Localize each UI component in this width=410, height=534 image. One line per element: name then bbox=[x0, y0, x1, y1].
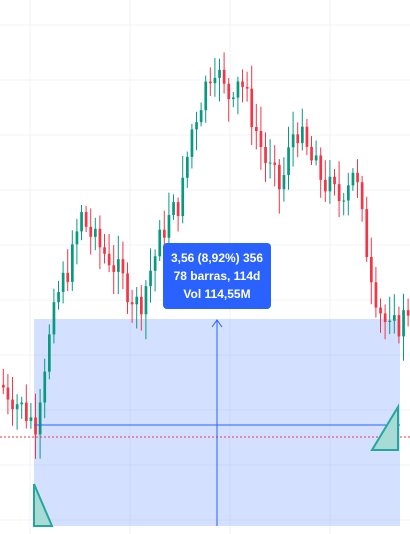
candle-down bbox=[227, 83, 231, 100]
candle-down bbox=[273, 162, 277, 165]
candle-down bbox=[34, 417, 37, 435]
candle-down bbox=[305, 126, 309, 147]
candle-up bbox=[268, 162, 272, 164]
candle-up bbox=[61, 272, 65, 292]
candle-down bbox=[25, 402, 28, 421]
candle-up bbox=[199, 110, 203, 123]
candle-up bbox=[135, 296, 139, 305]
candle-up bbox=[149, 270, 152, 287]
candle-down bbox=[264, 147, 267, 164]
candle-up bbox=[29, 417, 33, 421]
candle-down bbox=[406, 310, 410, 316]
candle-down bbox=[333, 176, 336, 185]
candle-down bbox=[310, 146, 313, 161]
candle-up bbox=[15, 404, 19, 410]
candle-up bbox=[20, 402, 24, 405]
candle-up bbox=[388, 320, 392, 322]
candle-down bbox=[397, 315, 401, 337]
candle-up bbox=[291, 134, 295, 148]
measure-tooltip: 3,56 (8,92%) 356 78 barras, 114d Vol 114… bbox=[163, 243, 271, 309]
right-handle-icon[interactable] bbox=[370, 403, 399, 451]
candle-up bbox=[57, 291, 60, 303]
candle-up bbox=[80, 212, 83, 232]
candle-down bbox=[176, 202, 180, 217]
candle-down bbox=[6, 387, 10, 400]
candle-down bbox=[365, 209, 369, 258]
candle-up bbox=[402, 310, 405, 337]
candle-up bbox=[301, 126, 304, 144]
candle-down bbox=[209, 81, 212, 84]
candle-down bbox=[222, 69, 226, 84]
candle-down bbox=[84, 212, 88, 227]
candle-down bbox=[245, 86, 249, 89]
candle-up bbox=[195, 122, 198, 130]
candle-up bbox=[218, 69, 221, 78]
candle-up bbox=[43, 371, 47, 403]
candles bbox=[2, 52, 410, 459]
candle-down bbox=[98, 228, 102, 248]
candle-up bbox=[393, 315, 396, 321]
candle-up bbox=[342, 200, 346, 202]
candle-down bbox=[250, 88, 254, 128]
candle-down bbox=[163, 229, 166, 238]
candle-down bbox=[374, 282, 378, 308]
candle-up bbox=[52, 302, 56, 335]
measure-change-label: 3,56 (8,92%) 356 bbox=[170, 250, 264, 265]
candle-up bbox=[190, 129, 194, 157]
candle-up bbox=[351, 172, 355, 186]
candle-down bbox=[241, 81, 244, 87]
candle-up bbox=[75, 231, 79, 245]
candle-down bbox=[103, 247, 106, 254]
candle-up bbox=[347, 185, 350, 201]
candle-down bbox=[126, 273, 129, 303]
candle-down bbox=[383, 313, 387, 322]
candle-up bbox=[314, 155, 318, 161]
candle-up bbox=[287, 147, 290, 176]
candle-down bbox=[360, 182, 364, 210]
candle-up bbox=[117, 259, 120, 272]
candle-down bbox=[255, 127, 258, 132]
candle-up bbox=[204, 81, 208, 111]
candle-down bbox=[107, 253, 111, 266]
candle-up bbox=[232, 97, 235, 100]
candle-down bbox=[66, 272, 70, 282]
candle-up bbox=[328, 176, 332, 192]
left-handle-icon[interactable] bbox=[33, 483, 54, 527]
candle-down bbox=[379, 307, 382, 314]
candle-down bbox=[89, 226, 93, 237]
candle-up bbox=[172, 202, 175, 215]
candle-up bbox=[158, 229, 162, 257]
candle-up bbox=[71, 244, 74, 282]
measure-bars-label: 78 barras, 114d bbox=[173, 268, 261, 283]
arrow-up-icon bbox=[211, 319, 223, 328]
candle-down bbox=[130, 302, 134, 305]
candle-down bbox=[324, 179, 327, 192]
measure-volume-label: Vol 114,55M bbox=[183, 286, 251, 301]
candle-down bbox=[319, 155, 323, 180]
candle-up bbox=[153, 256, 157, 271]
candle-up bbox=[282, 175, 286, 190]
candle-up bbox=[94, 228, 97, 237]
candle-down bbox=[121, 259, 125, 274]
candle-up bbox=[213, 77, 217, 84]
candle-up bbox=[167, 214, 171, 238]
candle-down bbox=[337, 184, 341, 202]
candle-down bbox=[112, 265, 116, 272]
candle-down bbox=[2, 384, 5, 388]
candle-up bbox=[144, 286, 148, 315]
candle-down bbox=[356, 172, 359, 183]
candle-down bbox=[278, 164, 281, 190]
candle-up bbox=[181, 177, 185, 217]
candle-up bbox=[48, 334, 51, 372]
candle-down bbox=[296, 134, 300, 144]
candle-down bbox=[11, 399, 14, 410]
candle-down bbox=[259, 131, 263, 148]
candle-up bbox=[186, 156, 189, 178]
candle-down bbox=[370, 257, 373, 283]
candle-down bbox=[140, 296, 143, 315]
candle-up bbox=[38, 402, 42, 435]
candle-up bbox=[236, 81, 240, 98]
